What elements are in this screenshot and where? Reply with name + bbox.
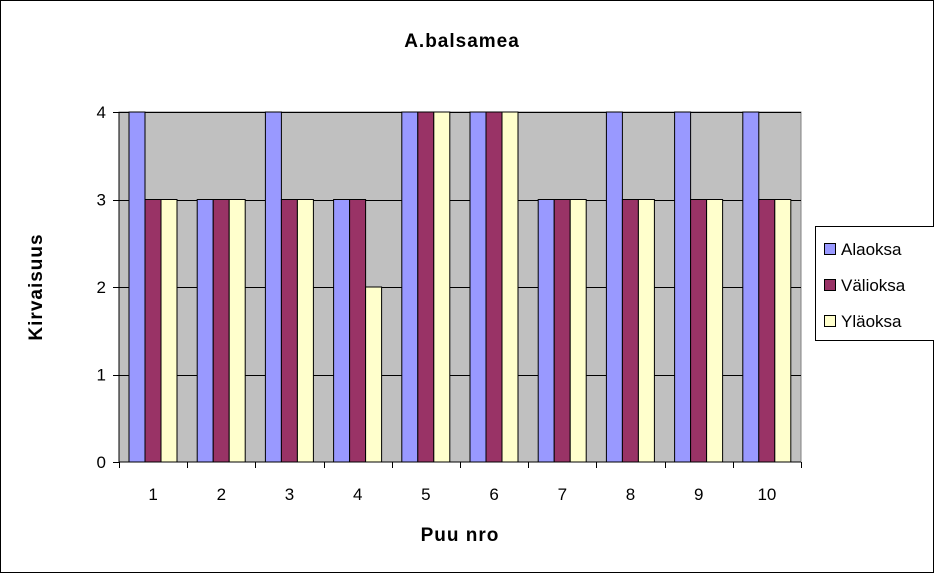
bar-alaoksa-4 xyxy=(333,199,351,463)
bar-alaoksa-10 xyxy=(742,111,760,463)
bars-group xyxy=(128,111,792,463)
x-tick-label: 7 xyxy=(558,485,567,504)
x-tick-label: 6 xyxy=(489,485,498,504)
bar-välioksa-6 xyxy=(485,111,503,463)
bar-välioksa-3 xyxy=(280,199,298,463)
x-tick-label: 4 xyxy=(353,485,362,504)
bar-välioksa-2 xyxy=(212,199,230,463)
bar-yläoksa-7 xyxy=(569,199,587,463)
bar-välioksa-9 xyxy=(690,199,708,463)
y-tick-label: 2 xyxy=(97,278,106,297)
bar-alaoksa-9 xyxy=(674,111,692,463)
bar-yläoksa-2 xyxy=(228,199,246,463)
bar-alaoksa-6 xyxy=(469,111,487,463)
y-axis-ticks: 0 1 2 3 4 xyxy=(97,103,119,472)
y-tick-label: 1 xyxy=(97,366,106,385)
x-axis-title: Puu nro xyxy=(421,525,500,546)
bar-yläoksa-8 xyxy=(637,199,655,463)
bar-yläoksa-4 xyxy=(365,286,383,463)
legend-label-alaoksa: Alaoksa xyxy=(841,240,902,259)
y-tick-label: 4 xyxy=(97,103,106,122)
x-tick-label: 10 xyxy=(757,485,776,504)
bar-välioksa-1 xyxy=(144,199,162,463)
x-tick-label: 1 xyxy=(148,485,157,504)
legend-swatch-alaoksa xyxy=(824,243,836,255)
bar-yläoksa-10 xyxy=(774,199,792,463)
x-tick-label: 2 xyxy=(217,485,226,504)
bar-alaoksa-3 xyxy=(264,111,282,463)
x-axis-ticks: 1 2 3 4 5 6 7 8 9 10 xyxy=(119,462,802,504)
bar-alaoksa-5 xyxy=(401,111,419,463)
legend-label-yläoksa: Yläoksa xyxy=(841,312,902,331)
bar-alaoksa-7 xyxy=(537,199,555,463)
x-tick-label: 5 xyxy=(421,485,430,504)
bar-alaoksa-1 xyxy=(128,111,146,463)
bar-välioksa-4 xyxy=(349,199,367,463)
bar-alaoksa-2 xyxy=(196,199,214,463)
bar-välioksa-7 xyxy=(553,199,571,463)
x-tick-label: 8 xyxy=(626,485,635,504)
y-axis-title: Kirvaisuus xyxy=(26,233,47,340)
legend-swatch-välioksa xyxy=(824,279,836,291)
bar-alaoksa-8 xyxy=(605,111,623,463)
legend-swatch-yläoksa xyxy=(824,315,836,327)
bar-välioksa-8 xyxy=(621,199,639,463)
bar-yläoksa-3 xyxy=(296,199,314,463)
bar-yläoksa-5 xyxy=(433,111,451,463)
bar-välioksa-10 xyxy=(758,199,776,463)
legend-label-välioksa: Välioksa xyxy=(841,276,906,295)
chart-title: A.balsamea xyxy=(404,31,520,52)
x-tick-label: 3 xyxy=(285,485,294,504)
bar-yläoksa-6 xyxy=(501,111,519,463)
bar-välioksa-5 xyxy=(417,111,435,463)
y-tick-label: 3 xyxy=(97,191,106,210)
legend: Alaoksa Välioksa Yläoksa xyxy=(815,226,934,341)
x-tick-label: 9 xyxy=(694,485,703,504)
y-tick-label: 0 xyxy=(97,453,106,472)
bar-yläoksa-9 xyxy=(706,199,724,463)
bar-yläoksa-1 xyxy=(160,199,178,463)
